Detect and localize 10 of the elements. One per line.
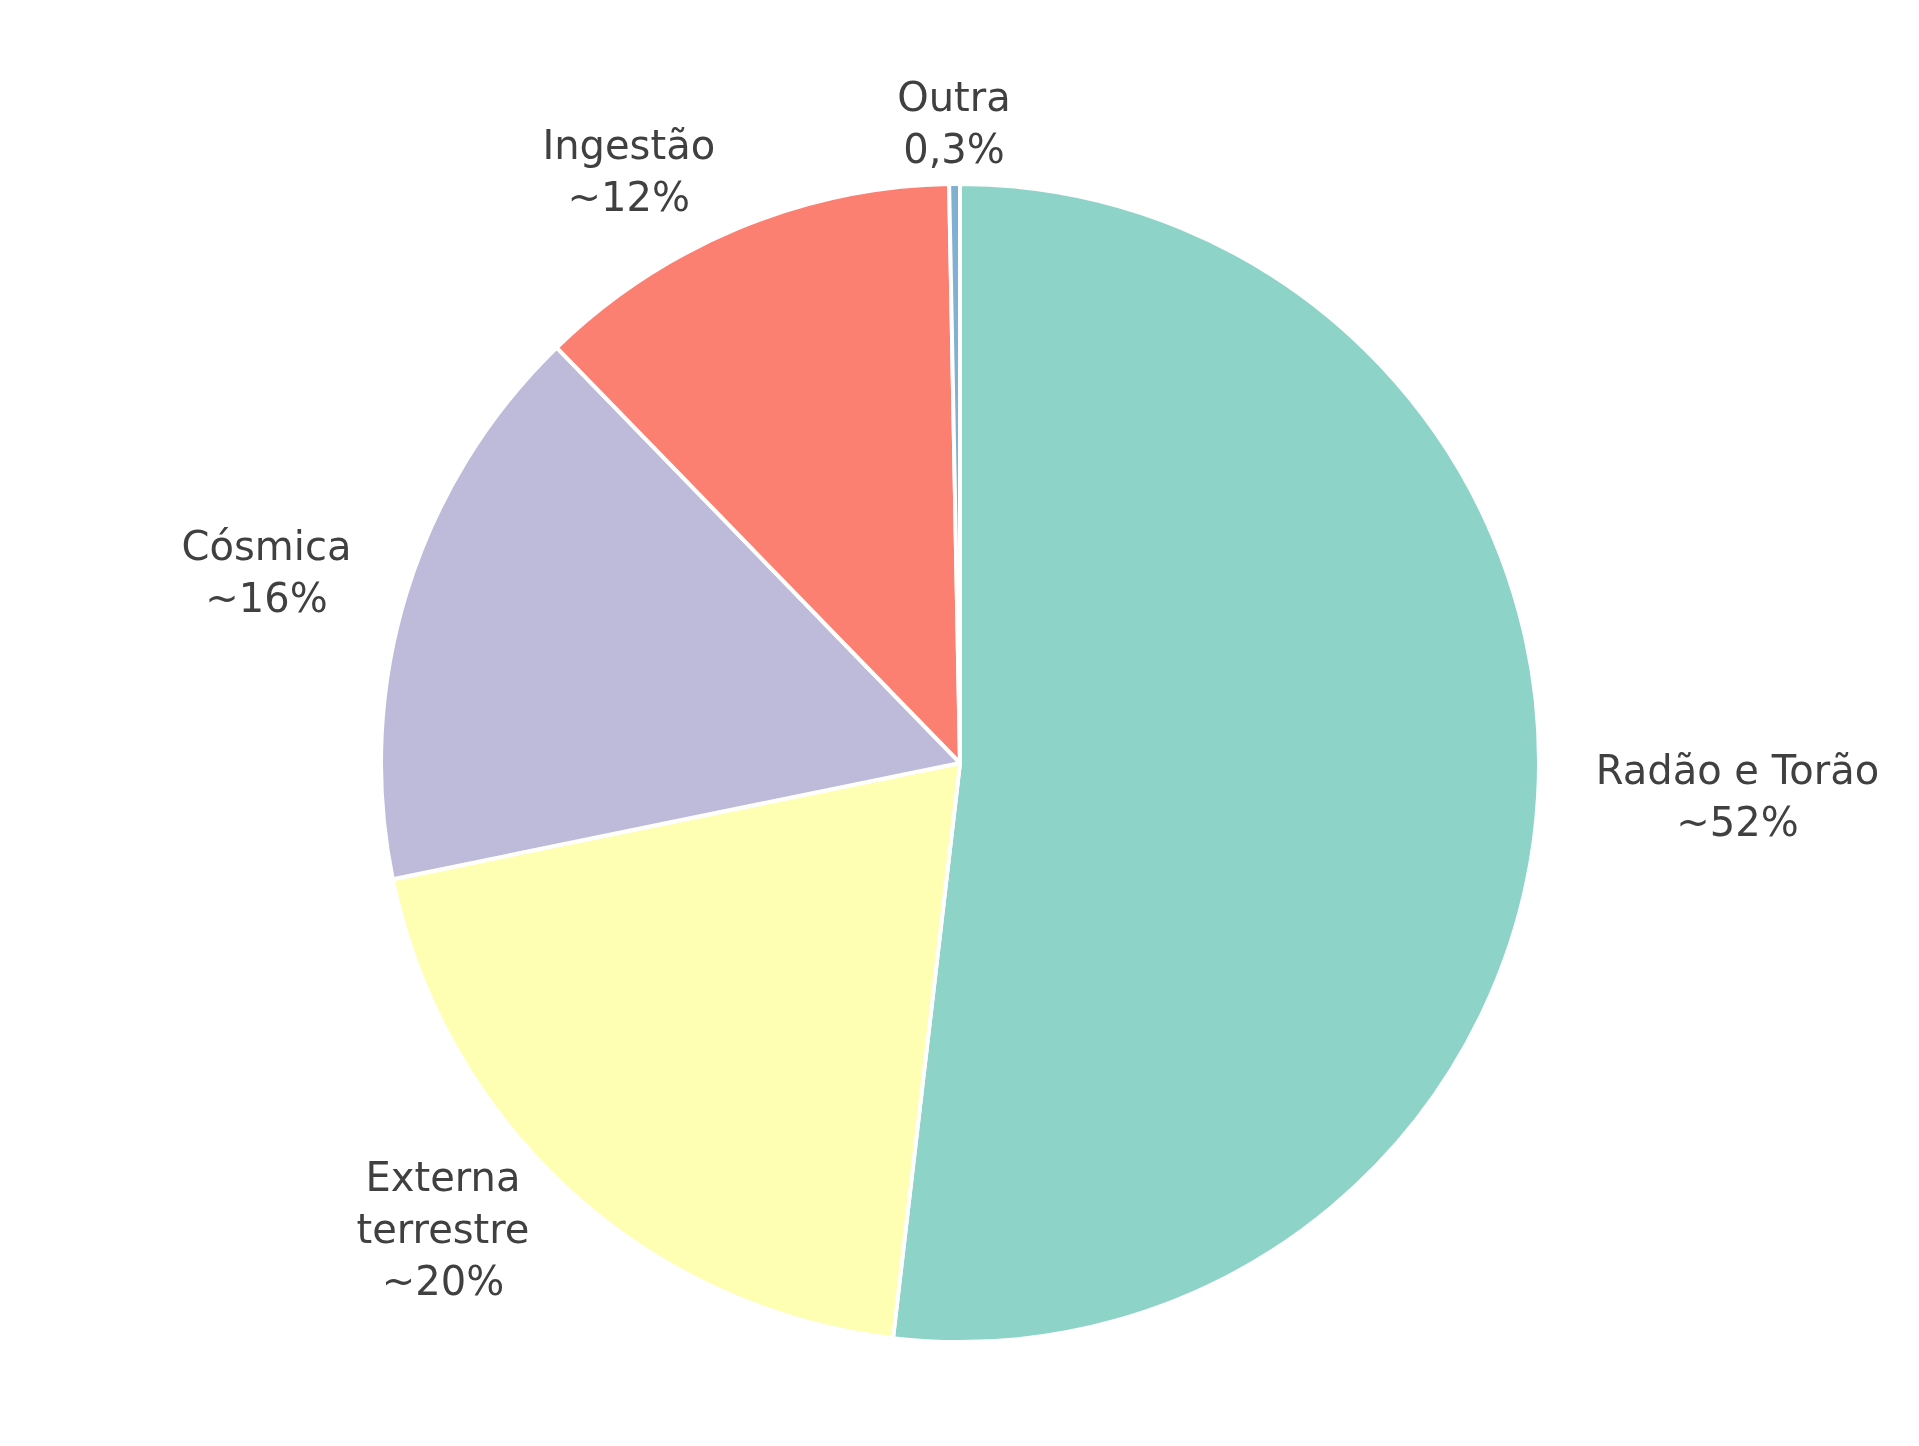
slice-label: Outra (897, 73, 1011, 120)
slice-label: Ingestão (542, 122, 716, 169)
slice-label: Radão e Torão (1595, 747, 1880, 794)
slice-label: Externa terrestre (356, 1153, 530, 1252)
data-label: ~12% (567, 174, 690, 221)
data-label: ~20% (381, 1257, 505, 1304)
data-label: 0,3% (903, 125, 1005, 172)
data-label: ~52% (1676, 799, 1799, 846)
data-label: ~16% (205, 574, 328, 621)
slice-label: Cósmica (181, 522, 352, 569)
